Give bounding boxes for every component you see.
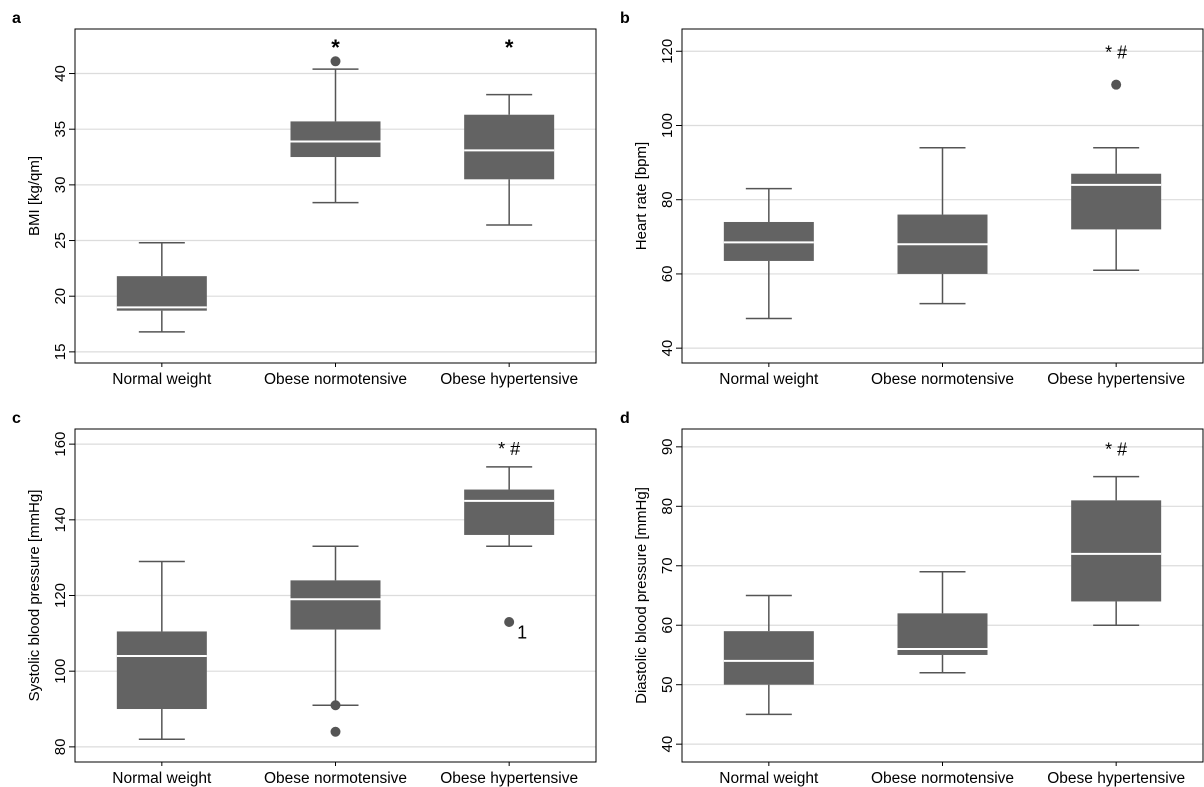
outlier-point [1111, 79, 1122, 90]
y-tick-label: 70 [659, 557, 676, 574]
box-iqr [1071, 173, 1162, 230]
box-2 [290, 56, 381, 204]
box-iqr [116, 276, 207, 311]
x-tick-label: Obese hypertensive [440, 371, 578, 388]
x-tick-label: Obese normotensive [871, 770, 1014, 787]
box-3 [464, 466, 555, 627]
y-tick-label: 30 [52, 177, 69, 194]
box-1 [723, 187, 814, 320]
y-tick-label: 15 [52, 344, 69, 361]
y-axis-label: Systolic blood pressure [mmHg] [26, 490, 43, 702]
y-tick-label: 60 [659, 617, 676, 634]
significance-annotation: * [505, 35, 514, 60]
significance-annotation: * # [1105, 440, 1127, 460]
y-tick-label: 80 [52, 739, 69, 756]
y-tick-label: 120 [659, 39, 676, 64]
panel-d: d 40 50 60 70 80 90 Diastolic blood pressure [m… [620, 410, 1204, 787]
y-tick-label: 20 [52, 288, 69, 305]
x-tick-label: Normal weight [112, 770, 212, 787]
box-iqr [290, 121, 381, 158]
box-1 [116, 560, 207, 741]
y-axis-label: Diastolic blood pressure [mmHg] [633, 487, 650, 704]
x-tick-label: Normal weight [719, 371, 819, 388]
significance-annotation: * [331, 35, 340, 60]
box-2 [290, 545, 381, 737]
panel-c: c 80 100 120 140 160 Systolic blood pressure [… [12, 410, 597, 787]
x-tick-label: Normal weight [112, 371, 212, 388]
significance-annotation: * # [1105, 42, 1127, 62]
box-3 [1071, 79, 1162, 271]
y-tick-label: 100 [659, 113, 676, 138]
y-tick-label: 80 [659, 191, 676, 208]
box-iqr [290, 580, 381, 630]
y-tick-label: 35 [52, 121, 69, 138]
box-iqr [464, 489, 555, 535]
box-3 [1071, 475, 1162, 626]
outlier-label: 1 [517, 623, 527, 643]
panel-b: b 40 60 80 100 120 Heart rate [bpm] Normal weig… [620, 10, 1204, 388]
panel-label: d [620, 410, 630, 427]
x-tick-label: Normal weight [719, 770, 819, 787]
panel-label: b [620, 10, 630, 27]
y-tick-label: 25 [52, 232, 69, 249]
x-tick-label: Obese normotensive [871, 371, 1014, 388]
outlier-point [330, 726, 341, 737]
significance-annotation: * # [498, 439, 520, 459]
box-iqr [464, 114, 555, 180]
y-tick-label: 160 [52, 432, 69, 457]
box-1 [723, 594, 814, 716]
y-tick-label: 80 [659, 498, 676, 515]
y-axis-label: Heart rate [bpm] [633, 142, 650, 250]
outlier-point [504, 616, 515, 627]
y-tick-label: 90 [659, 438, 676, 455]
y-tick-label: 40 [659, 340, 676, 357]
box-iqr [116, 631, 207, 710]
x-tick-label: Obese hypertensive [440, 770, 578, 787]
box-2 [897, 147, 988, 305]
y-tick-label: 40 [659, 736, 676, 753]
panel-label: a [12, 10, 21, 27]
y-axis-label: BMI [kg/qm] [26, 156, 43, 236]
box-iqr [723, 631, 814, 685]
box-3 [464, 93, 555, 226]
box-1 [116, 242, 207, 333]
x-tick-label: Obese normotensive [264, 770, 407, 787]
outlier-point [330, 700, 341, 711]
y-tick-label: 100 [52, 659, 69, 684]
box-iqr [1071, 500, 1162, 602]
y-tick-label: 120 [52, 583, 69, 608]
y-tick-label: 60 [659, 266, 676, 283]
box-2 [897, 570, 988, 674]
outlier-point [330, 56, 341, 67]
panel-a: a 15 20 25 30 35 40 BMI [kg/qm] Normal weight Obe… [12, 10, 597, 388]
x-tick-label: Obese normotensive [264, 371, 407, 388]
y-tick-label: 140 [52, 507, 69, 532]
x-tick-label: Obese hypertensive [1047, 770, 1185, 787]
y-tick-label: 40 [52, 65, 69, 82]
panel-label: c [12, 410, 21, 427]
y-tick-label: 50 [659, 676, 676, 693]
x-tick-label: Obese hypertensive [1047, 371, 1185, 388]
